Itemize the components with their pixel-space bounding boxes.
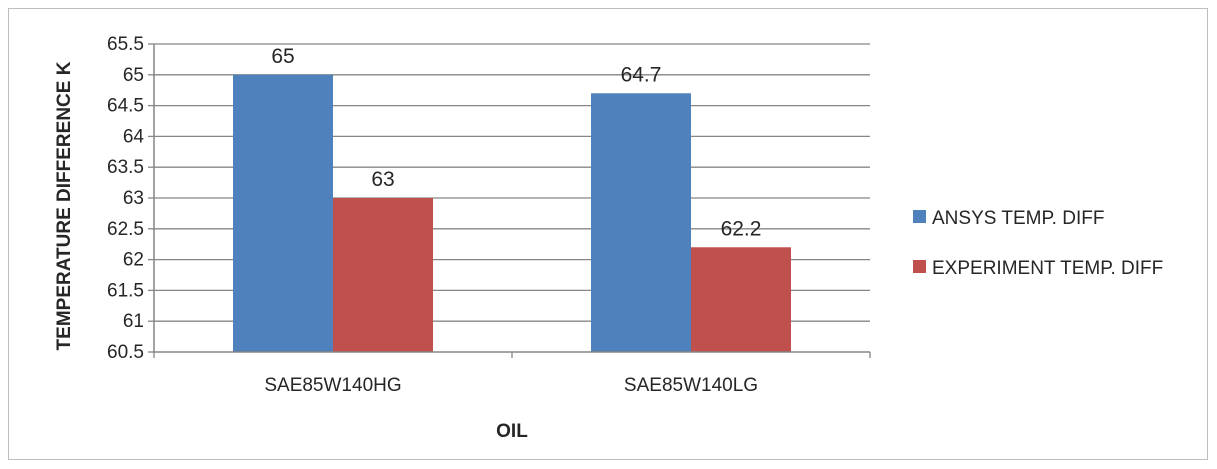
axes — [153, 44, 870, 353]
legend-swatch-ansys — [913, 210, 926, 223]
x-axis-title: OIL — [496, 421, 528, 442]
y-tick-label: 63.5 — [107, 157, 144, 178]
legend-label-experiment: EXPERIMENT TEMP. DIFF — [932, 258, 1163, 279]
x-tick-label: SAE85W140HG — [264, 375, 401, 396]
legend-swatch-experiment — [913, 260, 926, 273]
y-tick-label: 60.5 — [107, 342, 144, 363]
y-tick-label: 63 — [123, 188, 144, 209]
y-tick-label: 61.5 — [107, 280, 144, 301]
x-tick-labels: SAE85W140HG SAE85W140LG — [264, 375, 758, 396]
bar — [691, 247, 791, 352]
y-tick-label: 65.5 — [107, 34, 144, 55]
y-tick-label: 65 — [123, 65, 144, 86]
data-label: 65 — [271, 45, 294, 68]
bars — [233, 74, 791, 353]
y-tick-label: 64 — [123, 126, 145, 147]
bar — [333, 198, 433, 352]
y-tick-labels: 60.5 61 61.5 62 62.5 63 63.5 64 64.5 65 65.5 — [107, 34, 144, 363]
data-label: 63 — [371, 168, 394, 191]
data-label: 62.2 — [721, 217, 762, 240]
bar — [233, 74, 333, 353]
y-tick-label: 62.5 — [107, 219, 144, 240]
y-tick-label: 62 — [123, 250, 144, 271]
legend: ANSYS TEMP. DIFF EXPERIMENT TEMP. DIFF — [913, 208, 1163, 279]
x-tick-label: SAE85W140LG — [624, 375, 758, 396]
y-axis-title: TEMPERATURE DIFFERENCE K — [54, 61, 75, 350]
y-tick-label: 64.5 — [107, 96, 144, 117]
data-labels: 65 63 64.7 62.2 — [271, 45, 761, 240]
bar — [591, 93, 691, 352]
data-label: 64.7 — [621, 63, 662, 86]
y-tick-label: 61 — [123, 311, 144, 332]
legend-label-ansys: ANSYS TEMP. DIFF — [932, 208, 1104, 229]
